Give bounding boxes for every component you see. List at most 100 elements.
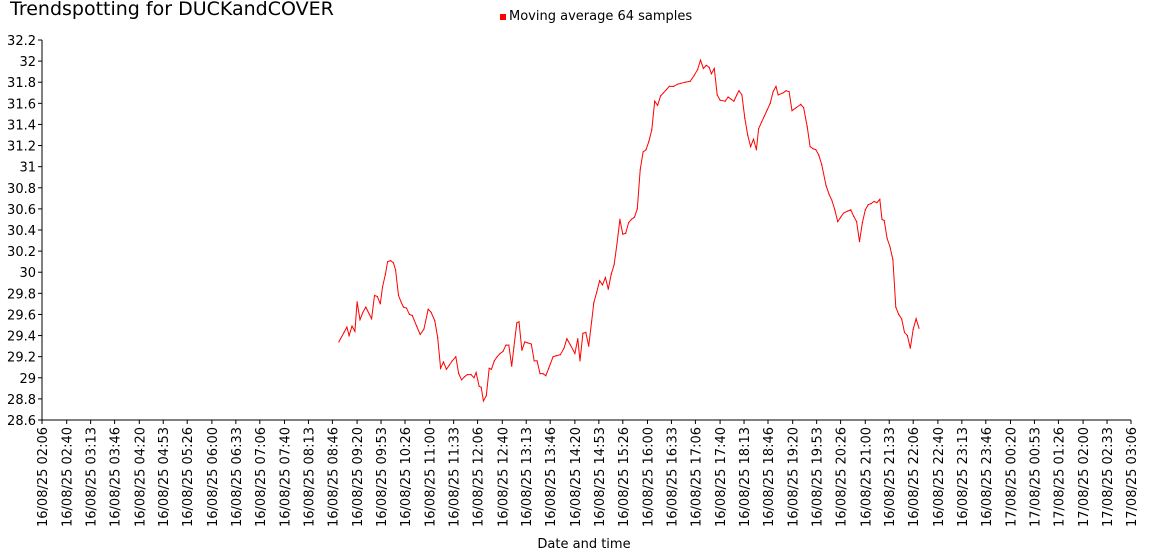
data-point	[818, 154, 820, 156]
data-point	[402, 306, 405, 308]
data-point	[482, 400, 484, 402]
series-line	[338, 58, 920, 403]
data-point	[475, 371, 477, 374]
x-tick-label: 16/08/25 16:00	[641, 427, 656, 527]
data-point	[633, 216, 636, 218]
data-point	[508, 344, 510, 346]
data-point	[466, 374, 468, 376]
data-point	[870, 203, 872, 205]
x-tick-label: 16/08/25 09:53	[375, 427, 390, 527]
data-point	[461, 379, 463, 381]
data-point	[697, 69, 699, 71]
x-tick-label: 16/08/25 06:00	[206, 427, 221, 527]
data-point	[545, 375, 547, 377]
data-point	[881, 218, 883, 220]
data-point	[769, 102, 771, 104]
y-tick-label: 30.4	[7, 224, 36, 239]
x-tick-label: 16/08/25 06:33	[230, 427, 245, 527]
x-tick-label: 16/08/25 04:53	[157, 427, 172, 527]
data-point	[642, 151, 644, 153]
data-point	[346, 326, 348, 328]
data-point	[738, 90, 740, 92]
data-point	[566, 338, 568, 340]
data-point	[480, 386, 482, 388]
data-point	[713, 67, 715, 70]
data-point	[915, 318, 917, 320]
data-point	[901, 318, 903, 320]
data-point	[864, 209, 866, 211]
data-point	[806, 126, 808, 128]
y-tick-label: 30.6	[7, 203, 36, 218]
x-tick-label: 16/08/25 15:26	[617, 427, 632, 527]
data-point	[499, 352, 501, 355]
y-tick-label: 31.6	[7, 97, 36, 112]
x-tick-label: 16/08/25 14:53	[593, 427, 608, 527]
legend-swatch	[500, 13, 506, 20]
x-tick-label: 16/08/25 18:46	[762, 427, 777, 527]
data-point	[379, 303, 381, 305]
x-tick-label: 16/08/25 07:40	[278, 427, 293, 527]
data-point	[648, 140, 650, 142]
data-point	[733, 100, 735, 102]
x-tick-label: 16/08/25 03:46	[109, 427, 124, 527]
data-point	[747, 134, 749, 136]
data-point	[689, 80, 691, 82]
data-point	[440, 367, 442, 369]
data-point	[387, 261, 389, 263]
x-axis-label: Date and time	[537, 537, 631, 552]
data-point	[758, 128, 760, 130]
data-point	[348, 335, 350, 337]
data-point	[365, 306, 367, 308]
data-point	[455, 356, 457, 358]
data-point	[645, 149, 647, 151]
chart-title: Trendspotting for DUCKandCOVER	[10, 0, 334, 20]
x-tick-label: 16/08/25 11:33	[448, 427, 463, 527]
data-point	[777, 94, 779, 96]
data-point	[577, 338, 579, 340]
data-point	[373, 294, 376, 296]
data-point	[883, 219, 885, 222]
data-point	[775, 85, 777, 87]
data-point	[384, 273, 386, 275]
data-point	[665, 89, 668, 91]
data-point	[513, 346, 515, 348]
y-tick-label: 31	[19, 161, 36, 176]
x-tick-label: 16/08/25 20:26	[835, 427, 850, 527]
data-point	[419, 333, 421, 336]
data-point	[716, 94, 718, 96]
data-point	[837, 221, 839, 223]
data-point	[708, 66, 710, 68]
data-point	[727, 96, 729, 98]
data-point	[579, 360, 581, 362]
data-point	[766, 109, 768, 111]
x-tick-label: 16/08/25 14:20	[569, 427, 584, 527]
data-point	[470, 374, 472, 376]
data-point	[591, 321, 593, 323]
data-point	[368, 313, 370, 315]
data-point	[588, 345, 590, 347]
data-point	[763, 115, 766, 117]
x-tick-label: 16/08/25 03:13	[85, 427, 100, 527]
data-point	[400, 302, 402, 304]
axes	[41, 40, 1131, 421]
y-tick-label: 30.8	[7, 182, 36, 197]
y-tick-label: 30.2	[7, 245, 36, 260]
data-point	[909, 347, 911, 349]
data-point	[351, 325, 353, 327]
data-point	[389, 260, 392, 262]
x-tick-label: 16/08/25 07:06	[254, 427, 269, 527]
data-point	[724, 100, 726, 102]
data-point	[569, 344, 572, 346]
data-point	[518, 321, 520, 323]
data-point	[582, 332, 584, 334]
data-point	[803, 107, 805, 109]
data-point	[552, 356, 554, 358]
data-point	[699, 59, 702, 61]
data-point	[622, 233, 624, 235]
data-point	[879, 198, 881, 200]
x-tick-label: 16/08/25 23:46	[980, 427, 995, 527]
data-point	[607, 288, 609, 290]
data-point	[556, 355, 558, 357]
data-point	[416, 325, 418, 327]
